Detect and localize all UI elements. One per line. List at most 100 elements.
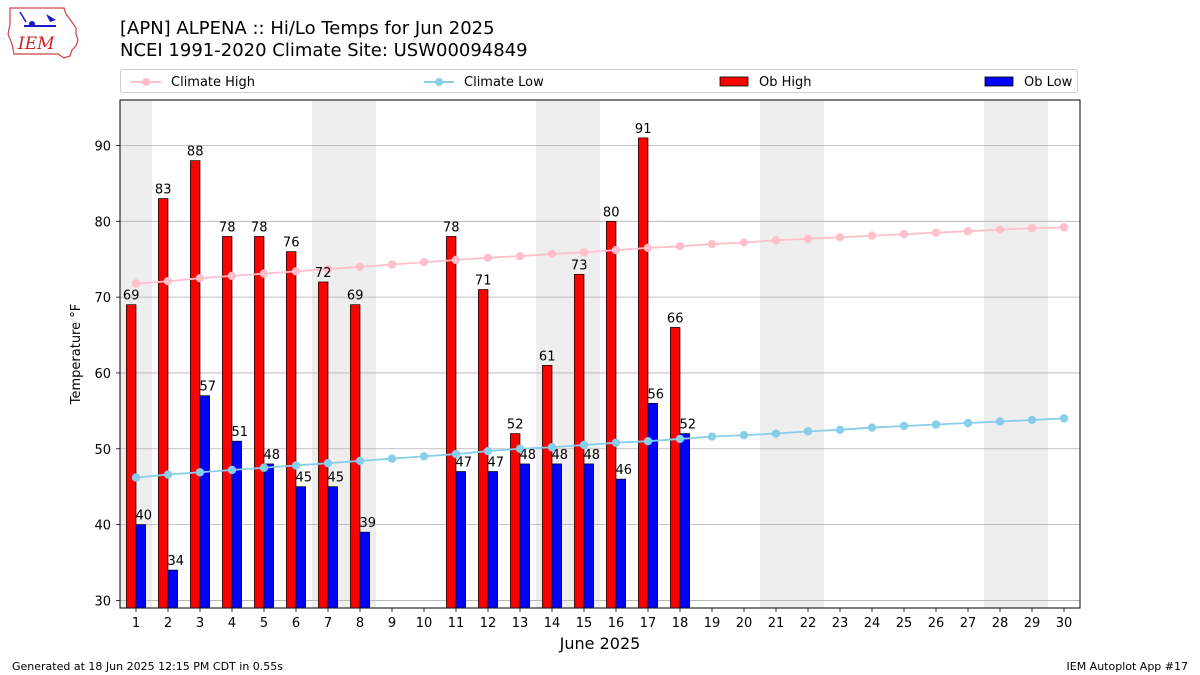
- climate-lines: [131, 223, 1069, 482]
- ob-low-label: 48: [264, 448, 281, 463]
- x-tick-label: 2: [164, 616, 172, 631]
- ob-low-bar: [359, 531, 370, 609]
- climate-low-point: [547, 443, 557, 452]
- iem-logo: IEM: [7, 7, 79, 59]
- ob-high-label: 88: [187, 145, 204, 160]
- climate-high-point: [771, 236, 781, 245]
- ob-low-bar: [615, 478, 626, 609]
- legend-swatch-climate-high: [131, 78, 161, 86]
- chart-legend: Climate High Climate Low Ob High Ob Low: [120, 69, 1078, 93]
- climate-high-point: [515, 251, 525, 261]
- plot-frame: [119, 99, 1081, 609]
- x-tick-label: 7: [324, 616, 332, 631]
- ob-low-label: 48: [552, 448, 569, 463]
- climate-high-point: [259, 269, 269, 278]
- ob-high-bar: [638, 137, 649, 609]
- climate-low-point: [643, 436, 653, 446]
- climate-high-point: [1027, 223, 1037, 233]
- legend-label-climate-low: Climate Low: [464, 74, 544, 90]
- climate-high-point: [611, 245, 621, 255]
- climate-low-point: [515, 444, 525, 453]
- ob-high-bar: [542, 365, 553, 609]
- x-tick-label: 17: [640, 616, 657, 631]
- ob-low-label: 48: [520, 448, 537, 463]
- climate-high-point: [323, 264, 333, 274]
- ob-low-label: 40: [136, 509, 153, 524]
- x-axis-ticks: 1 2 3 4 5 6 7 8 9 10 11 12 13 14 15 16 17 18 19 20 21 22 23 24 2…: [132, 608, 1072, 631]
- climate-high-point: [195, 273, 205, 283]
- legend-label-ob-high: Ob High: [759, 74, 812, 90]
- ob-low-bar: [455, 471, 466, 609]
- climate-low-point: [867, 423, 877, 432]
- ob-high-label: 72: [315, 266, 332, 281]
- climate-low-point: [131, 473, 141, 482]
- legend-item-climate-low: Climate Low: [424, 70, 544, 94]
- legend-item-climate-high: Climate High: [131, 70, 255, 94]
- ob-high-label: 66: [667, 311, 684, 326]
- ob-high-bar: [446, 236, 457, 609]
- x-tick-label: 1: [132, 616, 140, 631]
- weekend-band: [760, 100, 824, 608]
- x-tick-label: 18: [672, 616, 689, 631]
- climate-high-point: [227, 271, 237, 281]
- weekend-band: [984, 100, 1048, 608]
- y-tick-label: 30: [94, 594, 111, 609]
- ob-low-label: 34: [168, 554, 185, 569]
- climate-high-point: [835, 233, 845, 242]
- ob-high-bar: [126, 304, 137, 609]
- ob-high-label: 73: [571, 258, 588, 273]
- bar-labels: 69 40 83 34 88 57 78 51 78 48 76 45 72 45 69 39 78 47 71 47…: [123, 122, 696, 569]
- ob-low-bar: [583, 463, 594, 609]
- x-tick-label: 29: [1024, 616, 1041, 631]
- ob-high-label: 83: [155, 183, 172, 198]
- climate-high-point: [483, 253, 493, 262]
- climate-low-point: [739, 430, 749, 440]
- ob-high-bar: [670, 327, 681, 609]
- x-tick-label: 5: [260, 616, 268, 631]
- footer-app: IEM Autoplot App #17: [1066, 660, 1189, 673]
- climate-low-point: [931, 420, 941, 429]
- ob-low-label: 39: [360, 516, 377, 531]
- ob-low-label: 56: [648, 387, 665, 402]
- climate-low-point: [835, 425, 845, 435]
- x-tick-label: 20: [736, 616, 753, 631]
- ob-low-bar: [295, 486, 306, 609]
- climate-low-point: [579, 440, 589, 450]
- climate-low-point: [899, 421, 909, 431]
- legend-item-ob-high: Ob High: [719, 70, 812, 94]
- climate-low-point: [995, 417, 1005, 426]
- climate-high-point: [419, 258, 429, 267]
- climate-high-point: [1059, 223, 1069, 232]
- ob-low-label: 51: [232, 425, 249, 440]
- y-tick-label: 60: [94, 367, 111, 382]
- ob-high-bar: [606, 220, 617, 609]
- logo-text: IEM: [17, 34, 55, 54]
- ob-low-label: 47: [488, 456, 505, 471]
- ob-low-label: 45: [296, 471, 313, 486]
- ob-high-label: 76: [283, 236, 300, 251]
- ob-low-label: 57: [200, 380, 217, 395]
- climate-low-point: [963, 418, 973, 428]
- footer-generated: Generated at 18 Jun 2025 12:15 PM CDT in…: [12, 660, 284, 673]
- climate-low-point: [259, 463, 269, 472]
- legend-item-ob-low: Ob Low: [984, 70, 1072, 94]
- x-tick-label: 15: [576, 616, 593, 631]
- x-tick-label: 28: [992, 616, 1009, 631]
- x-tick-label: 6: [292, 616, 300, 631]
- ob-low-bar: [135, 524, 146, 609]
- x-tick-label: 16: [608, 616, 625, 631]
- climate-high-point: [899, 230, 909, 239]
- y-tick-label: 80: [94, 215, 111, 230]
- ob-high-label: 69: [123, 289, 140, 304]
- x-tick-label: 23: [832, 616, 849, 631]
- ob-high-label: 61: [539, 349, 556, 364]
- climate-low-point: [227, 465, 237, 475]
- x-tick-label: 4: [228, 616, 236, 631]
- x-tick-label: 21: [768, 616, 785, 631]
- x-tick-label: 26: [928, 616, 945, 631]
- climate-low-point: [483, 446, 493, 456]
- ob-low-label: 48: [584, 448, 601, 463]
- ob-high-bar: [350, 304, 361, 609]
- x-tick-label: 12: [480, 616, 497, 631]
